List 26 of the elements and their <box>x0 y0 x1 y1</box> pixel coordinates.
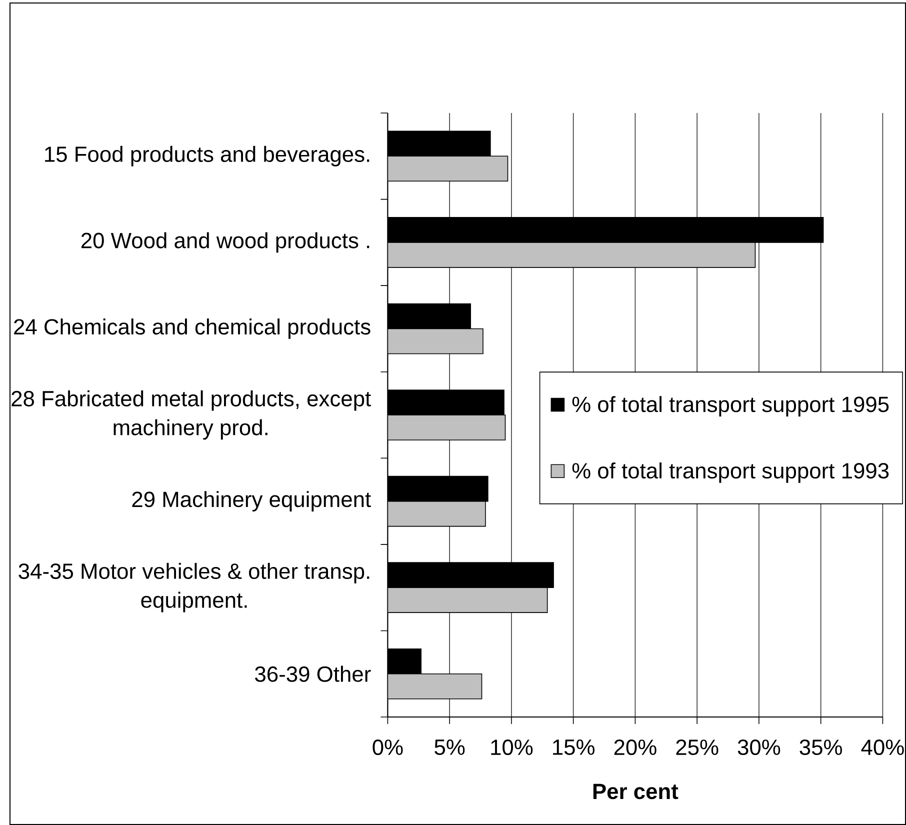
legend-label: % of total transport support 1993 <box>572 462 889 483</box>
bar <box>388 587 548 613</box>
x-axis-title: Per cent <box>593 784 678 800</box>
y-tick-label: 34-35 Motor vehicles & other transp. equipment. <box>18 562 370 612</box>
y-tick-label: 24 Chemicals and chemical products <box>14 318 370 339</box>
x-tick-label: 10% <box>491 740 533 756</box>
bar <box>388 156 508 182</box>
x-tick-label: 15% <box>553 740 594 755</box>
y-tick-label: 36-39 Other <box>255 666 371 682</box>
bar <box>388 673 482 700</box>
y-tick-label: 28 Fabricated metal products, except machinery prod. <box>12 390 371 440</box>
bar <box>388 500 486 527</box>
bar <box>388 414 506 440</box>
x-tick-label: 30% <box>738 740 780 756</box>
x-tick-label: 25% <box>676 740 718 756</box>
x-tick-label: 40% <box>861 740 904 756</box>
x-tick-label: 20% <box>614 740 656 756</box>
x-tick-label: 5% <box>434 740 465 755</box>
y-tick-label: 15 Food products and beverages. <box>45 146 370 166</box>
legend-label: % of total transport support 1995 <box>572 396 889 417</box>
bar <box>388 242 756 268</box>
bar <box>388 328 484 354</box>
y-tick-label: 20 Wood and wood products . <box>81 232 370 253</box>
y-tick-label: 29 Machinery equipment <box>132 491 371 512</box>
x-tick-label: 0% <box>372 740 403 756</box>
x-tick-label: 35% <box>800 740 842 756</box>
